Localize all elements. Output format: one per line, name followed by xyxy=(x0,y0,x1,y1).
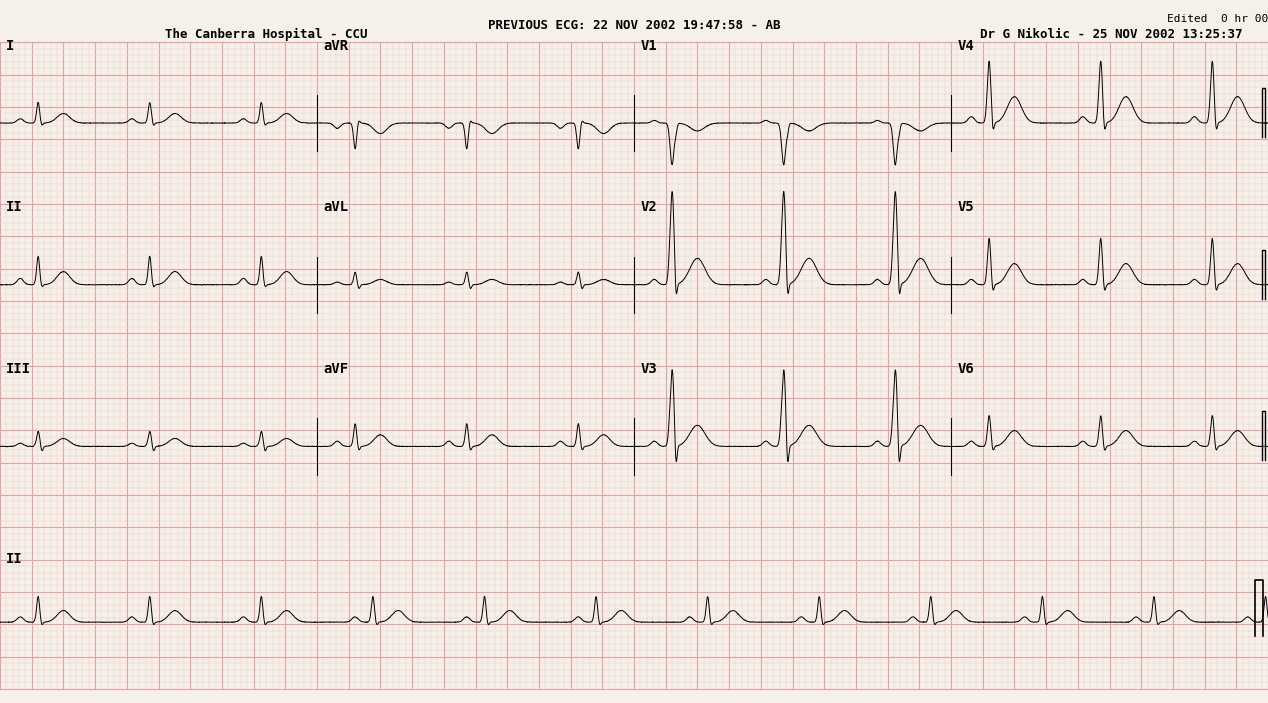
Text: V5: V5 xyxy=(957,200,974,214)
Text: V3: V3 xyxy=(640,362,657,376)
Text: V4: V4 xyxy=(957,39,974,53)
Text: Edited  0 hr 00: Edited 0 hr 00 xyxy=(1167,14,1268,24)
Text: V6: V6 xyxy=(957,362,974,376)
Text: aVR: aVR xyxy=(323,39,349,53)
Text: III: III xyxy=(6,362,32,376)
Text: II: II xyxy=(6,552,23,566)
Text: I: I xyxy=(6,39,15,53)
Text: V1: V1 xyxy=(640,39,657,53)
Text: PREVIOUS ECG: 22 NOV 2002 19:47:58 - AB: PREVIOUS ECG: 22 NOV 2002 19:47:58 - AB xyxy=(488,19,780,32)
Text: The Canberra Hospital - CCU: The Canberra Hospital - CCU xyxy=(165,28,368,41)
Text: Dr G Nikolic - 25 NOV 2002 13:25:37: Dr G Nikolic - 25 NOV 2002 13:25:37 xyxy=(980,28,1243,41)
Text: V2: V2 xyxy=(640,200,657,214)
Text: aVL: aVL xyxy=(323,200,349,214)
Text: aVF: aVF xyxy=(323,362,349,376)
Text: II: II xyxy=(6,200,23,214)
